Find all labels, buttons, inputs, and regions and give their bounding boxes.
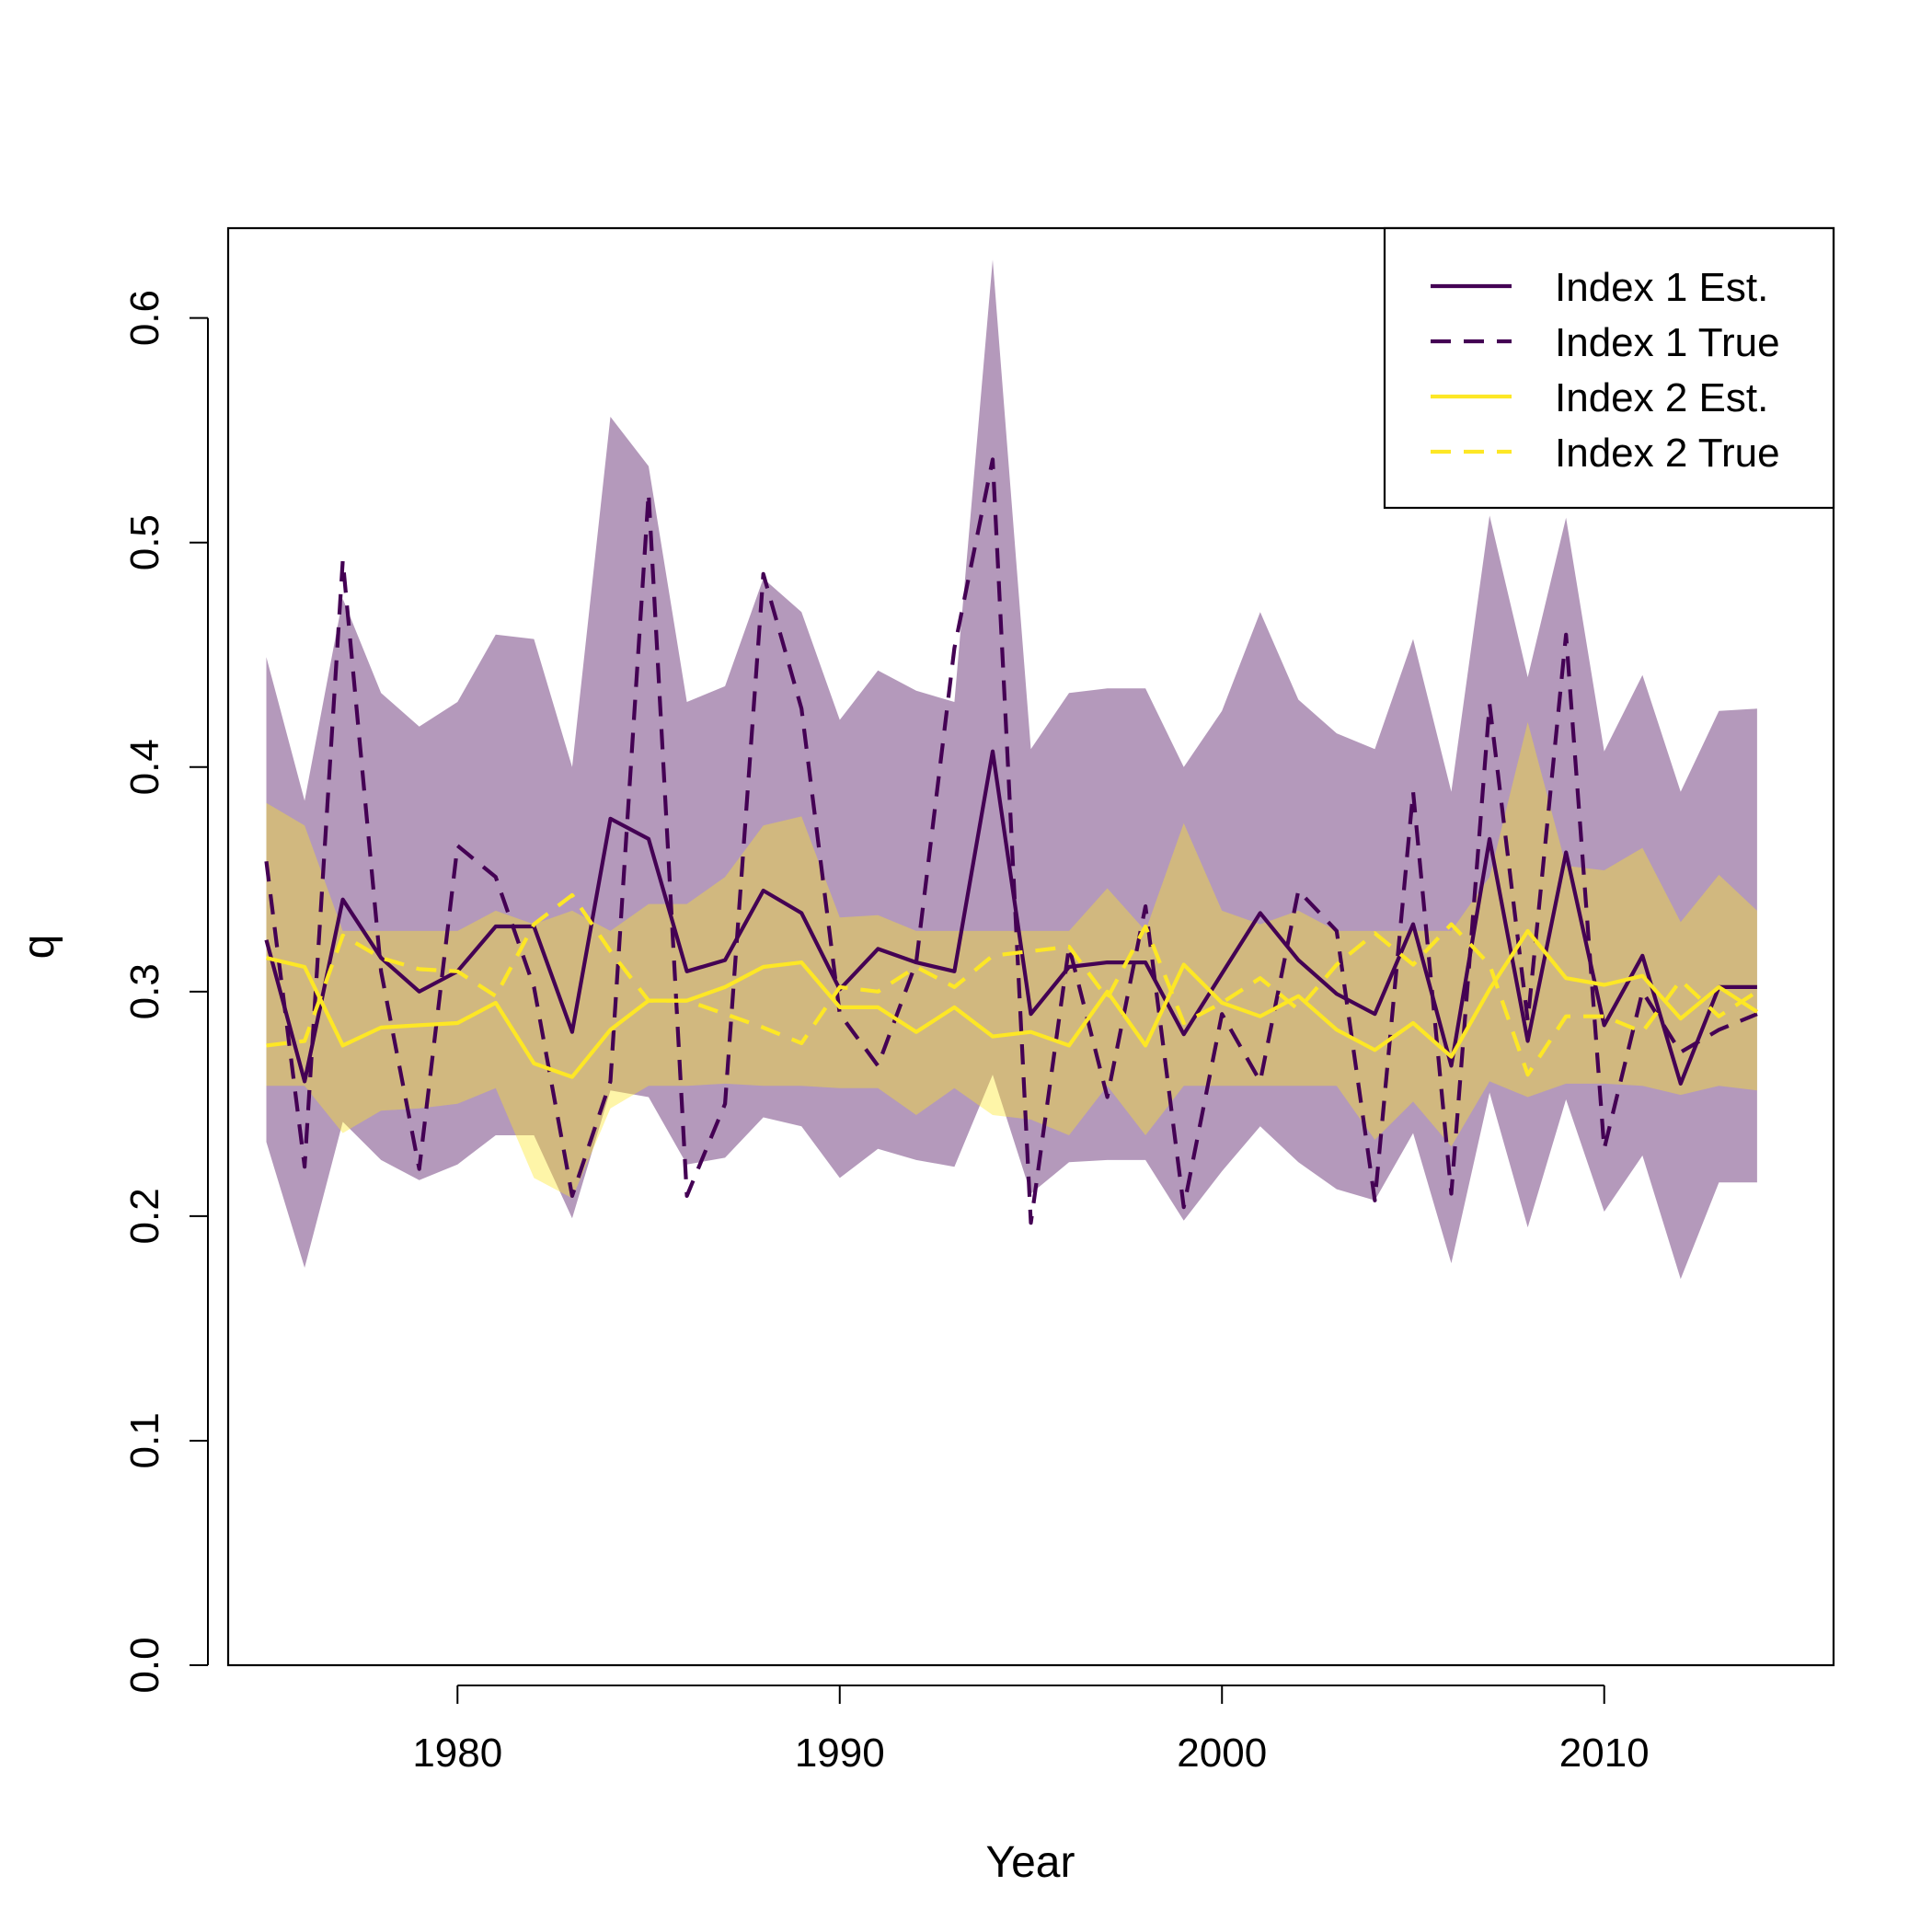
y-tick-label: 0.6 [122,290,167,346]
y-tick-label: 0.2 [122,1188,167,1244]
x-tick-label: 2010 [1559,1731,1650,1776]
y-axis: 0.0 0.1 0.2 0.3 0.4 0.5 0.6 [122,290,209,1694]
index-1-ci-band [266,259,1757,1280]
x-tick-label: 1980 [412,1731,502,1776]
legend-label-index-2-est: Index 2 Est. [1555,375,1768,420]
x-axis-label: Year [986,1838,1075,1887]
legend-label-index-2-true: Index 2 True [1555,431,1780,476]
legend: Index 1 Est. Index 1 True Index 2 Est. Inde… [1383,226,1835,510]
y-axis-label: q [15,935,63,960]
x-tick-label: 1990 [795,1731,885,1776]
series-lines [264,457,1759,1225]
index-1-true-line [264,457,1758,1225]
y-tick-label: 0.5 [122,514,167,570]
x-axis: 1980 1990 2000 2010 [412,1685,1650,1776]
y-tick-label: 0.3 [122,963,167,1019]
plot-frame [226,226,1835,1667]
legend-label-index-1-true: Index 1 True [1555,320,1780,365]
y-tick-label: 0.1 [122,1412,167,1468]
x-tick-label: 2000 [1177,1731,1267,1776]
index-2-est-line [266,928,1759,1079]
legend-box [1383,226,1835,510]
index-2-true-line [266,892,1759,1077]
legend-label-index-1-est: Index 1 Est. [1555,265,1768,310]
y-tick-label: 0.4 [122,739,167,795]
y-tick-label: 0.0 [122,1637,167,1693]
